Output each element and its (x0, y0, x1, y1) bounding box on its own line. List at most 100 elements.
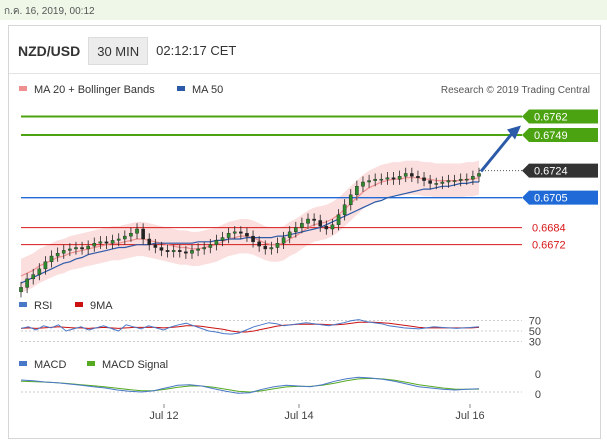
candle-body (165, 250, 170, 252)
legend-macd-signal-swatch (87, 361, 95, 366)
x-tick-label: Jul 14 (284, 410, 313, 422)
candle-body (464, 178, 469, 181)
candle-body (25, 278, 29, 288)
level-tag-0.6724 (522, 163, 598, 178)
timeframe-button[interactable]: 30 MIN (88, 37, 149, 65)
legend-rsi-label: RSI (34, 300, 52, 312)
rsi-9ma-line (20, 321, 480, 333)
level-tag-0.6762 (522, 109, 598, 124)
rsi-tick-label: 30 (529, 336, 541, 348)
candle-body (452, 180, 457, 182)
macd-line (20, 376, 480, 394)
ma50-line (20, 181, 479, 284)
candle-body (110, 240, 115, 244)
candle-body (300, 223, 304, 228)
candle-body (43, 261, 48, 270)
macd-tick-label: 0 (535, 369, 541, 381)
candle-body (190, 250, 194, 254)
level-tag-text-0.6705: 0.6705 (534, 193, 568, 205)
level-tag-text-0.6749: 0.6749 (534, 130, 568, 142)
candle-body (147, 238, 152, 245)
candle-body (391, 177, 396, 180)
main-plot: 0.6762 0.6749 0.6724 0.6705 0.6684 0.6672 (19, 109, 598, 298)
candle-body (220, 237, 225, 241)
candle-body (263, 245, 268, 250)
candle-body (37, 268, 42, 275)
legend-ma20-swatch (19, 86, 27, 91)
candle-body (373, 178, 377, 181)
legend-ma50-label: MA 50 (192, 84, 223, 96)
candle-body (336, 214, 341, 225)
candle-body (422, 177, 426, 181)
candle-body (123, 235, 127, 240)
candle-body (61, 250, 66, 254)
candle-body (55, 253, 60, 257)
x-tick-label: Jul 12 (149, 410, 178, 422)
candle-body (361, 181, 365, 187)
copyright-text: Research © 2019 Trading Central (441, 85, 590, 96)
legend-9ma-label: 9MA (90, 300, 113, 312)
legend-macd-signal-label: MACD Signal (102, 359, 168, 371)
candle-body (68, 248, 72, 251)
time-label: 02:12:17 CET (156, 43, 237, 58)
legend-rsi-swatch (19, 302, 27, 307)
candle-body (196, 248, 200, 251)
candle-body (214, 240, 219, 245)
chart-svg: MA 20 + Bollinger Bands MA 50 Research ©… (19, 84, 598, 422)
candle-body (318, 220, 323, 227)
candle-body (434, 183, 439, 185)
candle-body (257, 241, 261, 247)
candle-body (135, 228, 139, 234)
candle-body (245, 233, 249, 237)
level-label-0.6672: 0.6672 (532, 240, 566, 252)
candle-body (306, 218, 310, 224)
candle-body (239, 231, 243, 234)
candle-body (19, 287, 23, 292)
rsi-tick-label: 50 (529, 326, 541, 338)
candle-body (342, 204, 347, 215)
candle-body (92, 243, 97, 247)
candle-body (324, 225, 329, 230)
chart-header: NZD/USD 30 MIN 02:12:17 CET (18, 37, 236, 65)
candle-body (281, 237, 286, 244)
bollinger-band (21, 160, 479, 294)
candle-body (294, 227, 298, 233)
candle-body (232, 231, 237, 234)
candle-body (428, 180, 432, 184)
legend-ma50-swatch (177, 86, 185, 91)
candle-body (446, 180, 451, 183)
candle-body (367, 180, 371, 183)
macd-tick-label: 0 (535, 389, 541, 401)
candle-body (171, 250, 176, 252)
candle-body (80, 247, 84, 250)
candle-body (477, 173, 481, 177)
candle-body (86, 245, 90, 250)
candle-body (208, 244, 213, 248)
candle-body (31, 274, 36, 280)
rsi-tick-label: 70 (529, 316, 541, 328)
date-text: ก.ค. 16, 2019, 00:12 (4, 6, 95, 17)
candle-body (269, 247, 274, 250)
candle-body (312, 218, 316, 221)
candle-body (74, 247, 78, 250)
macd-signal-line (20, 377, 480, 393)
candle-body (379, 178, 384, 181)
candle-body (403, 173, 408, 177)
candle-body (129, 233, 133, 237)
legend-ma20-label: MA 20 + Bollinger Bands (34, 84, 155, 96)
candle-body (355, 186, 359, 196)
candle-body (471, 176, 475, 180)
level-label-0.6684: 0.6684 (532, 223, 566, 235)
candle-body (410, 173, 414, 177)
legend-macd-swatch (19, 361, 27, 366)
candle-body (348, 194, 353, 206)
candle-body (104, 241, 109, 244)
candle-body (49, 255, 54, 262)
pair-label: NZD/USD (18, 43, 81, 59)
x-tick-label: Jul 16 (455, 410, 484, 422)
header-divider (9, 73, 600, 74)
target-arrow-shaft (479, 132, 514, 173)
candle-body (440, 181, 445, 184)
chart-card: NZD/USD 30 MIN 02:12:17 CET MA 20 + Boll… (8, 25, 601, 439)
